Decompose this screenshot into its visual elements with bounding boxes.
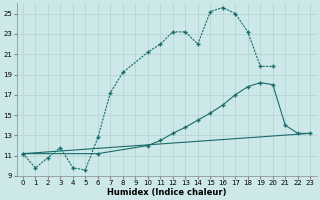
X-axis label: Humidex (Indice chaleur): Humidex (Indice chaleur) — [107, 188, 226, 197]
